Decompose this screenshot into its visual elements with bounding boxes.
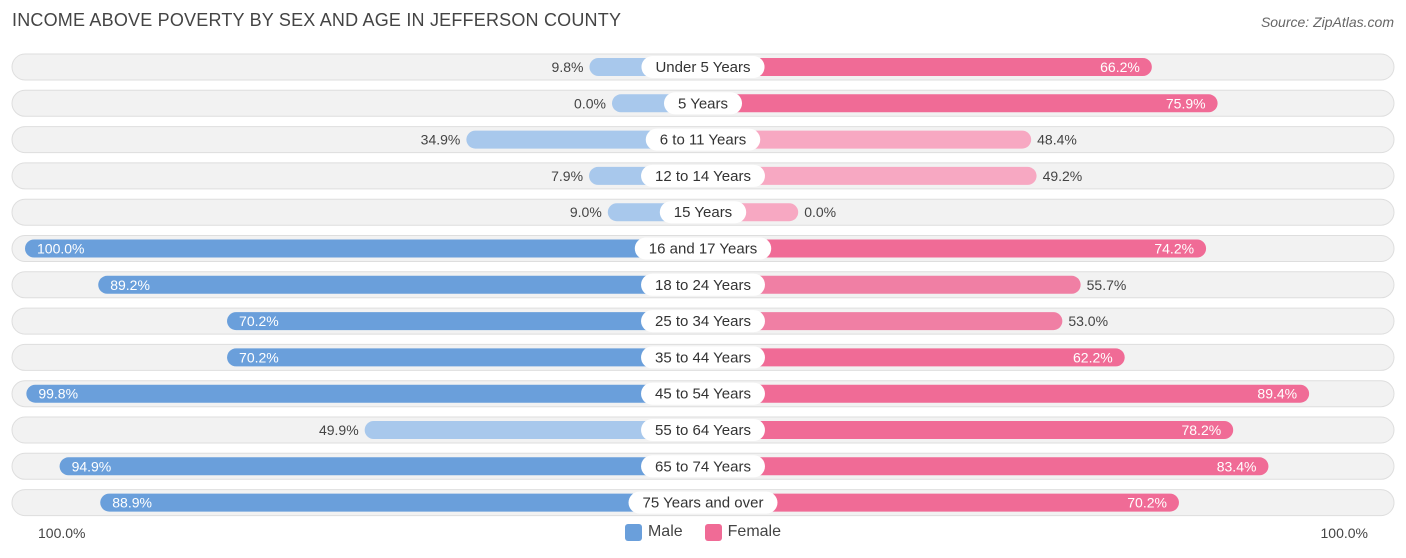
male-value-label: 89.2% <box>110 277 150 293</box>
female-value-label: 66.2% <box>1100 59 1140 75</box>
female-value-label: 70.2% <box>1127 495 1167 511</box>
category-pill <box>641 419 765 441</box>
legend-swatch-female <box>704 523 722 541</box>
female-bar <box>703 421 1234 439</box>
legend-swatch-male <box>624 523 642 541</box>
category-label: 45 to 54 Years <box>655 386 751 403</box>
category-pill <box>641 273 765 296</box>
category-pill <box>663 92 743 115</box>
female-bar <box>703 58 1152 76</box>
category-pill <box>628 491 778 514</box>
legend-item-female[interactable]: Female <box>704 523 782 541</box>
source-label: Source: ZipAtlas.com <box>1260 14 1394 30</box>
category-pill <box>645 128 761 151</box>
legend-label-male: Male <box>647 523 683 540</box>
chart-title: INCOME ABOVE POVERTY BY SEX AND AGE IN J… <box>12 10 622 30</box>
category-label: 12 to 14 Years <box>655 168 751 185</box>
female-bar <box>703 239 1207 258</box>
female-value-label: 83.4% <box>1217 458 1257 474</box>
female-value-label: 48.4% <box>1037 132 1077 148</box>
category-pill <box>634 237 772 260</box>
category-label: 18 to 24 Years <box>655 277 751 294</box>
category-label: 15 Years <box>674 204 732 221</box>
female-bar <box>703 166 1037 185</box>
legend: Male Female <box>0 523 1406 541</box>
category-pill <box>659 201 747 224</box>
male-bar <box>25 239 703 258</box>
category-label: 75 Years and over <box>643 495 764 512</box>
female-value-label: 62.2% <box>1073 349 1113 365</box>
category-pill <box>641 346 765 369</box>
legend-item-male[interactable]: Male <box>624 523 683 541</box>
male-value-label: 7.9% <box>551 168 583 184</box>
male-bar <box>59 457 703 476</box>
category-pill <box>641 382 765 405</box>
category-label: 55 to 64 Years <box>655 422 751 439</box>
male-value-label: 34.9% <box>421 132 461 148</box>
female-bar <box>703 457 1269 476</box>
male-value-label: 88.9% <box>112 495 152 511</box>
male-bar <box>364 421 703 439</box>
female-value-label: 49.2% <box>1043 168 1083 184</box>
male-value-label: 70.2% <box>239 313 279 329</box>
category-pill <box>641 56 765 78</box>
male-bar <box>466 130 703 149</box>
female-bar <box>703 312 1063 331</box>
category-label: 5 Years <box>678 95 728 112</box>
female-value-label: 89.4% <box>1257 386 1297 402</box>
legend-label-female: Female <box>727 523 782 540</box>
female-bar <box>703 275 1081 294</box>
axis-left-label: 100.0% <box>38 525 86 541</box>
female-value-label: 78.2% <box>1181 422 1221 438</box>
female-bar <box>703 493 1179 512</box>
category-pill <box>641 455 765 478</box>
male-value-label: 9.8% <box>552 59 584 75</box>
female-value-label: 55.7% <box>1087 277 1127 293</box>
female-value-label: 75.9% <box>1166 95 1206 111</box>
category-label: 16 and 17 Years <box>649 241 757 258</box>
female-bar <box>703 94 1218 113</box>
female-value-label: 74.2% <box>1154 241 1194 257</box>
male-bar <box>100 493 704 512</box>
category-label: 65 to 74 Years <box>655 458 751 475</box>
male-value-label: 99.8% <box>38 386 78 402</box>
category-pill <box>641 164 765 187</box>
male-value-label: 9.0% <box>570 204 602 220</box>
female-value-label: 0.0% <box>804 204 836 220</box>
male-bar <box>26 384 703 403</box>
female-value-label: 53.0% <box>1068 313 1108 329</box>
female-bar <box>703 348 1125 367</box>
male-value-label: 100.0% <box>37 241 84 257</box>
category-label: 35 to 44 Years <box>655 349 751 366</box>
female-bar <box>703 130 1032 149</box>
male-value-label: 70.2% <box>239 349 279 365</box>
female-bar <box>703 384 1310 403</box>
category-pill <box>641 310 765 333</box>
axis-right-label: 100.0% <box>1320 525 1368 541</box>
category-label: 25 to 34 Years <box>655 313 751 330</box>
male-value-label: 94.9% <box>72 458 112 474</box>
male-bar <box>227 312 703 331</box>
male-bar <box>98 275 703 294</box>
male-value-label: 49.9% <box>319 422 359 438</box>
male-bar <box>227 348 703 367</box>
category-label: 6 to 11 Years <box>660 132 746 149</box>
male-value-label: 0.0% <box>574 95 606 111</box>
chart: Under 5 Years 9.8% 66.2% 5 Years 0.0% 75.9% 6 … <box>11 53 1395 517</box>
category-label: Under 5 Years <box>655 59 750 76</box>
